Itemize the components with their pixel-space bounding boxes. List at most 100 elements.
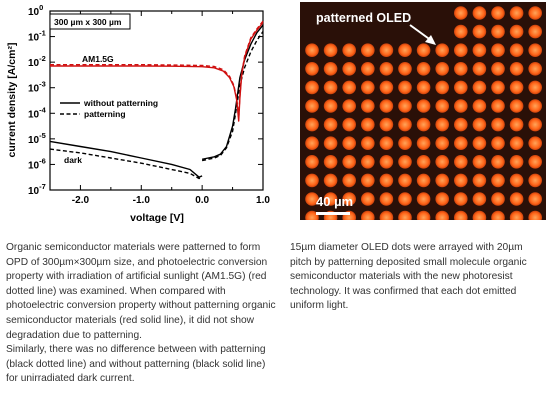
- oled-dot: [472, 155, 487, 169]
- oled-dot: [509, 62, 524, 76]
- oled-dot: [361, 136, 375, 150]
- oled-dot: [323, 117, 338, 132]
- oled-dot: [416, 136, 431, 150]
- oled-dot: [342, 43, 356, 57]
- boxed-label: 300 µm x 300 µm: [54, 17, 122, 27]
- oled-dot: [398, 117, 412, 132]
- oled-dot: [491, 210, 505, 220]
- oled-dot-array: [305, 6, 542, 220]
- oled-dot: [416, 80, 431, 95]
- y-tick-label: 10-1: [28, 29, 46, 44]
- oled-dot: [323, 43, 338, 57]
- oled-dot: [323, 99, 338, 113]
- scale-bar-label: 40 µm: [316, 194, 354, 209]
- oled-dot: [379, 155, 394, 169]
- oled-dot: [528, 24, 542, 39]
- oled-dot: [472, 136, 487, 150]
- pointer-arrow-icon: [409, 24, 436, 45]
- oled-dot: [472, 24, 487, 39]
- plot-frame: [49, 10, 264, 191]
- oled-micrograph: patterned OLED 40 µm: [300, 2, 546, 220]
- oled-dot: [491, 62, 505, 76]
- oled-dot: [454, 173, 468, 188]
- oled-dot: [361, 99, 375, 113]
- oled-dot: [435, 62, 449, 76]
- oled-dot: [361, 192, 375, 206]
- oled-dot: [361, 80, 375, 95]
- oled-dot: [435, 173, 449, 188]
- oled-dot: [528, 210, 542, 220]
- oled-dot: [528, 62, 542, 76]
- oled-dot: [454, 117, 468, 132]
- oled-dot: [398, 155, 412, 169]
- oled-dot: [454, 155, 468, 169]
- oled-dot: [528, 99, 542, 113]
- oled-dot: [379, 173, 394, 188]
- oled-dot: [379, 210, 394, 220]
- oled-dot: [472, 210, 487, 220]
- oled-dot: [379, 192, 394, 206]
- oled-dot: [305, 210, 319, 220]
- y-tick-label: 10-4: [28, 105, 47, 120]
- oled-dot: [379, 80, 394, 95]
- scale-bar: [316, 212, 350, 215]
- oled-dot: [323, 62, 338, 76]
- oled-dot: [305, 155, 319, 169]
- oled-dot: [305, 43, 319, 57]
- oled-dot: [509, 136, 524, 150]
- oled-dot: [509, 80, 524, 95]
- oled-dot: [472, 62, 487, 76]
- oled-dot: [454, 62, 468, 76]
- oled-dot: [379, 117, 394, 132]
- caption-oled-array: 15µm diameter OLED dots were arrayed wit…: [290, 242, 527, 312]
- y-tick-label: 10-3: [28, 80, 46, 95]
- micrograph-title: patterned OLED: [316, 11, 412, 25]
- oled-dot: [491, 192, 505, 206]
- oled-dot: [435, 43, 449, 57]
- oled-dot: [454, 192, 468, 206]
- oled-dot: [305, 192, 319, 206]
- y-tick-label: 10-2: [28, 54, 46, 69]
- oled-dot: [528, 192, 542, 206]
- oled-dot: [454, 43, 468, 57]
- oled-dot: [361, 210, 375, 220]
- annotation-am15g: AM1.5G: [82, 54, 114, 64]
- oled-dot: [528, 173, 542, 188]
- oled-dot: [379, 99, 394, 113]
- oled-dot: [435, 155, 449, 169]
- oled-dot: [509, 192, 524, 206]
- oled-dot: [435, 117, 449, 132]
- oled-dot: [491, 24, 505, 39]
- boxed-label-frame: [49, 13, 131, 30]
- oled-dot: [342, 62, 356, 76]
- oled-dot: [509, 210, 524, 220]
- oled-dot: [398, 99, 412, 113]
- oled-dot: [361, 173, 375, 188]
- oled-dot: [416, 99, 431, 113]
- oled-dot: [361, 62, 375, 76]
- oled-dot: [509, 155, 524, 169]
- oled-dot: [416, 155, 431, 169]
- oled-dot: [509, 173, 524, 188]
- oled-dot: [342, 155, 356, 169]
- oled-dot: [491, 173, 505, 188]
- series-line-3: [201, 31, 264, 162]
- oled-dot: [342, 192, 356, 206]
- oled-dot: [361, 155, 375, 169]
- oled-dot: [528, 155, 542, 169]
- oled-dot: [454, 99, 468, 113]
- series-line-5: [50, 20, 264, 120]
- oled-dot: [323, 136, 338, 150]
- oled-dot: [416, 62, 431, 76]
- oled-dot: [379, 62, 394, 76]
- oled-dot: [491, 155, 505, 169]
- oled-dot: [472, 117, 487, 132]
- oled-dot: [361, 43, 375, 57]
- y-tick-label: 10-6: [28, 156, 46, 171]
- oled-dot: [454, 24, 468, 39]
- plot-border: [49, 10, 264, 191]
- oled-dot: [398, 210, 412, 220]
- oled-dot: [398, 192, 412, 206]
- oled-dot: [379, 136, 394, 150]
- oled-dot: [491, 43, 505, 57]
